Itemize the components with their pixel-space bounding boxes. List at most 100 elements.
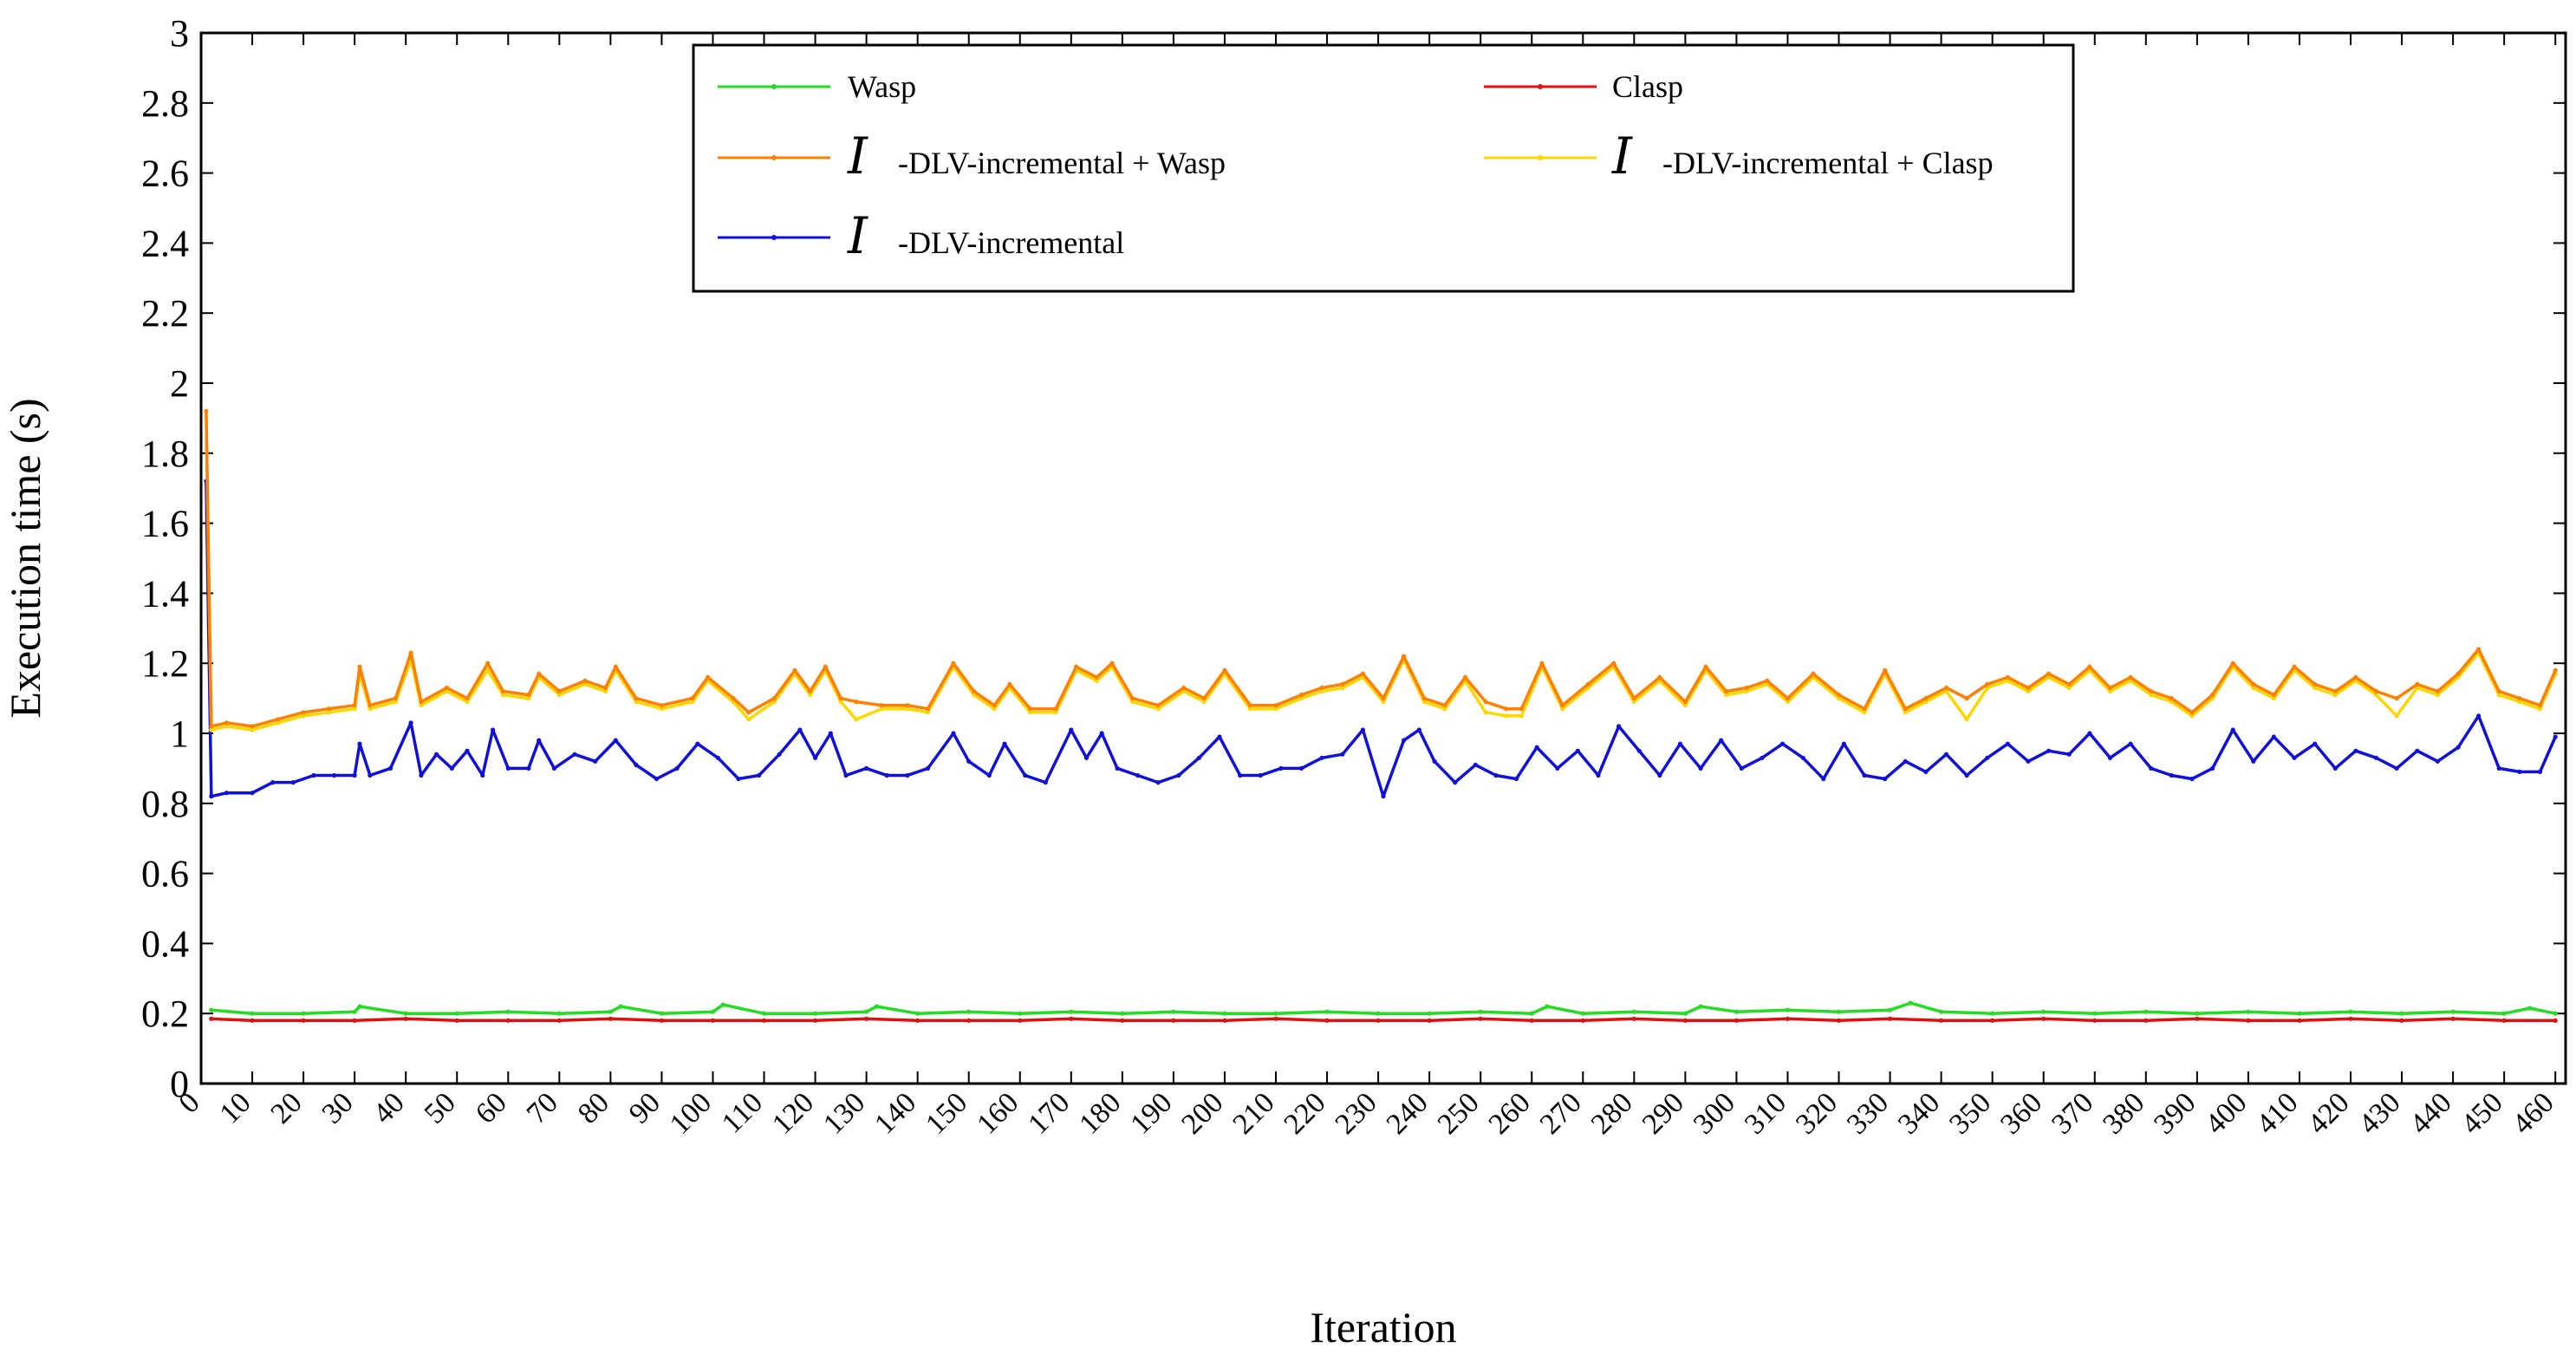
- data-point: [2169, 696, 2174, 701]
- data-point: [393, 696, 398, 701]
- data-point: [1985, 681, 1990, 687]
- data-point: [352, 1018, 357, 1023]
- data-point: [1529, 1018, 1534, 1023]
- data-point: [301, 1018, 306, 1023]
- data-point: [209, 794, 214, 799]
- x-tick-label: 80: [572, 1086, 615, 1129]
- x-tick-label: 160: [971, 1086, 1025, 1140]
- data-point: [1821, 776, 1826, 782]
- data-point: [1069, 1009, 1074, 1014]
- data-point: [2087, 731, 2092, 736]
- data-point: [2230, 727, 2235, 732]
- data-point: [1222, 667, 1227, 673]
- data-point: [1677, 741, 1683, 746]
- data-point: [224, 720, 230, 726]
- data-point: [613, 738, 618, 743]
- x-tick-label: 220: [1278, 1086, 1331, 1140]
- x-tick-label: 150: [920, 1086, 973, 1140]
- data-point: [2195, 1011, 2200, 1016]
- x-tick-label: 230: [1330, 1086, 1383, 1140]
- data-point: [2210, 693, 2215, 698]
- data-point: [854, 700, 859, 705]
- x-tick-label: 290: [1636, 1086, 1690, 1140]
- y-tick-label: 0.4: [141, 922, 189, 965]
- data-point: [1990, 1011, 1995, 1016]
- data-point: [408, 720, 413, 726]
- data-point: [2517, 769, 2522, 775]
- y-tick-label: 1.2: [141, 642, 189, 685]
- data-point: [1155, 703, 1161, 708]
- data-point: [270, 780, 276, 785]
- data-point: [1222, 1018, 1227, 1023]
- data-point: [500, 693, 506, 698]
- data-point: [992, 703, 997, 708]
- data-point: [659, 706, 665, 712]
- data-point: [951, 661, 956, 666]
- data-point: [1247, 703, 1253, 708]
- data-point: [1130, 696, 1135, 701]
- data-point: [2271, 693, 2276, 698]
- x-tick-label: 320: [1790, 1086, 1844, 1140]
- data-point: [1120, 1011, 1125, 1016]
- data-point: [1376, 1011, 1381, 1016]
- data-point: [1421, 700, 1427, 705]
- data-point: [1785, 1016, 1791, 1021]
- data-point: [1298, 693, 1304, 698]
- data-point: [1682, 700, 1688, 705]
- x-tick-label: 100: [664, 1086, 718, 1140]
- data-point: [419, 703, 424, 708]
- data-point: [387, 765, 394, 771]
- data-point: [1964, 772, 1969, 778]
- data-point: [1319, 685, 1324, 691]
- data-point: [761, 1011, 767, 1016]
- data-point: [2313, 685, 2318, 691]
- data-point: [1888, 1016, 1893, 1021]
- data-point: [1273, 1011, 1278, 1016]
- data-point: [1923, 700, 1929, 705]
- data-point: [813, 755, 818, 760]
- data-point: [1534, 745, 1539, 750]
- data-point: [2456, 745, 2461, 750]
- data-point: [1964, 696, 1969, 701]
- data-point: [1217, 734, 1222, 739]
- data-point: [1631, 700, 1636, 705]
- legend-label-idlv-clasp: -DLV-incremental + Clasp: [1662, 146, 1994, 180]
- series-line-1: [211, 1017, 2556, 1023]
- data-point: [1682, 1011, 1688, 1016]
- data-point: [1028, 706, 1033, 712]
- x-tick-label: 50: [419, 1086, 462, 1129]
- data-point: [2435, 758, 2440, 764]
- data-point: [2399, 1018, 2404, 1023]
- data-point: [1007, 681, 1012, 687]
- data-point: [1539, 661, 1545, 666]
- data-point: [634, 696, 639, 701]
- data-point: [2107, 755, 2113, 760]
- data-point: [403, 1016, 408, 1021]
- legend-entry-wasp: Wasp: [718, 69, 916, 104]
- y-tick-label: 1.6: [141, 503, 189, 545]
- data-point: [2246, 1018, 2251, 1023]
- y-axis-title: Execution time (s): [1, 398, 49, 718]
- data-point: [864, 1016, 869, 1021]
- data-point: [613, 664, 618, 669]
- legend-logo-i-glyph: I: [1611, 127, 1633, 186]
- data-point: [1171, 1009, 1176, 1014]
- data-point: [250, 724, 255, 729]
- data-point: [2230, 661, 2235, 666]
- data-point: [1324, 1018, 1330, 1023]
- legend-marker-idlv: [771, 235, 777, 240]
- x-tick-label: 380: [2097, 1086, 2150, 1140]
- data-point: [2553, 1018, 2558, 1023]
- data-point: [1381, 794, 1386, 799]
- data-point: [357, 664, 362, 669]
- x-tick-label: 460: [2507, 1086, 2560, 1140]
- data-point: [602, 685, 608, 691]
- data-point: [2046, 671, 2052, 676]
- data-point: [1780, 741, 1786, 746]
- data-point: [1002, 741, 1007, 746]
- data-point: [2143, 1009, 2149, 1014]
- data-point: [1785, 700, 1791, 705]
- data-point: [2496, 693, 2501, 698]
- data-point: [1247, 706, 1253, 712]
